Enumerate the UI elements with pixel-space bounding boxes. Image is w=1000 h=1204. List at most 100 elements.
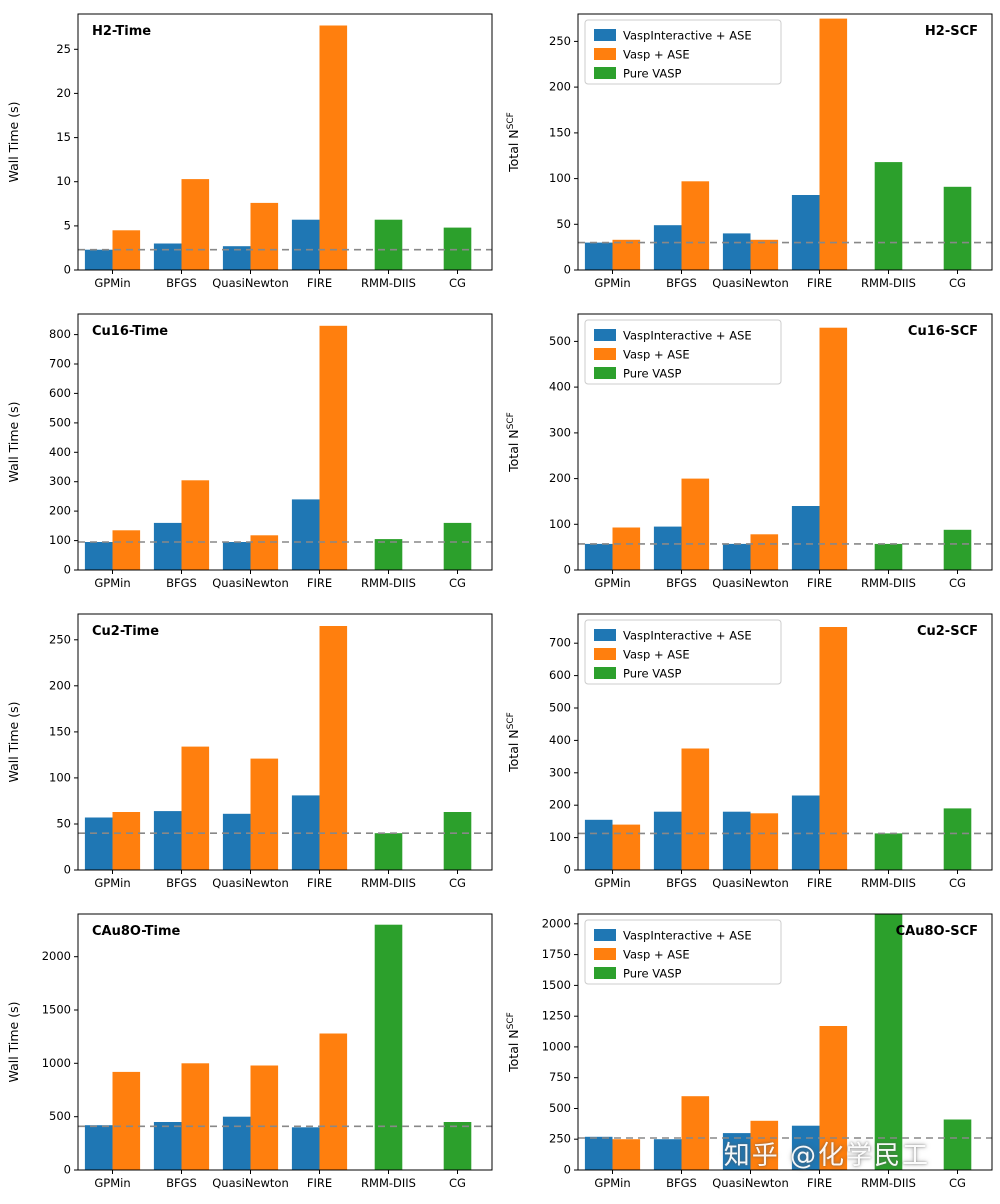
axes-frame (577, 613, 993, 871)
y-tick-label: 10 (56, 174, 71, 188)
legend-box (584, 619, 782, 685)
bar-FIRE-s0 (791, 1125, 820, 1170)
bar-BFGS-s0 (153, 243, 182, 270)
legend-label: VaspInteractive + ASE (623, 29, 752, 43)
x-tick-label: BFGS (166, 576, 197, 590)
x-tick-label: FIRE (807, 576, 832, 590)
y-tick-label: 700 (49, 357, 71, 371)
x-tick-label: GPMin (94, 276, 130, 290)
x-tick-label: FIRE (807, 276, 832, 290)
y-tick-label: 250 (549, 34, 571, 48)
y-tick-label: 750 (549, 1070, 571, 1084)
y-tick-label: 0 (564, 863, 571, 877)
chart-svg: 0 100 200 300 400 500 600 700 800 GPMin BFGS QuasiN… (6, 313, 493, 590)
legend-label: VaspInteractive + ASE (623, 929, 752, 943)
legend-label: Vasp + ASE (623, 648, 690, 662)
bar-GPMin-s1 (612, 527, 641, 570)
x-tick-label: CG (949, 1176, 966, 1190)
chart-svg: 0 100 200 300 400 500 GPMin BFGS QuasiNewton FIRE… (506, 313, 993, 590)
x-tick-label: BFGS (166, 1176, 197, 1190)
legend-swatch (594, 48, 616, 60)
chart-cell-Cu16-Time: 0 100 200 300 400 500 600 700 800 GPMin BFGS QuasiN… (0, 300, 500, 600)
bar-GPMin-s0 (84, 1125, 113, 1170)
y-tick-label: 300 (49, 474, 71, 488)
axes-frame (77, 13, 493, 271)
legend-swatch (594, 67, 616, 79)
legend-label: Vasp + ASE (623, 348, 690, 362)
y-tick-label: 200 (49, 504, 71, 518)
y-tick-label: 250 (49, 632, 71, 646)
bar-FIRE-s1 (319, 1033, 348, 1170)
y-tick-label: 400 (49, 445, 71, 459)
legend-box (584, 19, 782, 85)
x-tick-label: RMM-DIIS (861, 876, 916, 890)
x-tick-label: FIRE (307, 1176, 332, 1190)
y-tick-label: 1500 (42, 1003, 71, 1017)
y-tick-label: 600 (49, 386, 71, 400)
bar-GPMin-s0 (584, 543, 613, 570)
chart-svg: 0 50 100 150 200 250 GPMin BFGS QuasiNewton FIRE R… (506, 13, 993, 290)
axes-frame (577, 13, 993, 271)
x-tick-label: FIRE (307, 276, 332, 290)
bar-QuasiNewton-s0 (722, 543, 751, 570)
legend-box (584, 919, 782, 985)
bar-FIRE-s1 (819, 627, 848, 870)
bar-FIRE-s1 (319, 25, 348, 270)
x-tick-label: CG (449, 276, 466, 290)
bar-QuasiNewton-s0 (222, 1116, 251, 1170)
y-tick-label: 700 (549, 636, 571, 650)
x-tick-label: QuasiNewton (212, 876, 289, 890)
bar-FIRE-s0 (791, 506, 820, 570)
x-tick-label: CG (449, 1176, 466, 1190)
bar-BFGS-s0 (653, 526, 682, 570)
y-tick-label: 300 (549, 425, 571, 439)
bar-RMM-DIIS-s2 (874, 162, 903, 270)
x-tick-label: FIRE (807, 1176, 832, 1190)
chart-cell-Cu2-SCF: 0 100 200 300 400 500 600 700 GPMin BFGS QuasiNewt… (500, 600, 1000, 900)
bar-QuasiNewton-s1 (750, 534, 779, 570)
y-tick-label: 15 (56, 130, 71, 144)
legend-swatch (594, 29, 616, 41)
x-tick-label: FIRE (807, 876, 832, 890)
chart-title: Cu2-Time (92, 624, 159, 639)
x-tick-label: GPMin (94, 876, 130, 890)
bar-FIRE-s1 (319, 325, 348, 570)
y-tick-label: 2000 (542, 916, 571, 930)
bar-BFGS-s0 (653, 811, 682, 870)
y-tick-label: 200 (549, 80, 571, 94)
y-tick-label: 150 (49, 724, 71, 738)
chart-title: Cu2-SCF (917, 624, 978, 639)
chart-svg: 0 100 200 300 400 500 600 700 GPMin BFGS QuasiNewt… (506, 613, 993, 890)
chart-cell-H2-Time: 0 5 10 15 20 25 GPMin BFGS QuasiNewton FIRE RMM-DI… (0, 0, 500, 300)
y-tick-label: 1000 (42, 1056, 71, 1070)
y-tick-label: 1000 (542, 1039, 571, 1053)
bar-GPMin-s1 (112, 1071, 141, 1170)
chart-title: CAu8O-Time (92, 924, 181, 939)
axes-frame (77, 913, 493, 1171)
bar-CG-s2 (443, 812, 472, 870)
y-tick-label: 20 (56, 86, 71, 100)
bar-CG-s2 (443, 1122, 472, 1170)
y-tick-label: 250 (549, 1132, 571, 1146)
legend-swatch (594, 348, 616, 360)
x-tick-label: BFGS (666, 876, 697, 890)
legend-swatch (594, 367, 616, 379)
x-tick-label: GPMin (594, 276, 630, 290)
y-axis-label: Total NSCF (506, 712, 521, 773)
chart-title: H2-SCF (925, 24, 978, 39)
y-tick-label: 1500 (542, 978, 571, 992)
chart-svg: 0 50 100 150 200 250 GPMin BFGS QuasiNewton FIRE R… (6, 613, 493, 890)
y-axis-label: Wall Time (s) (6, 102, 21, 183)
bar-FIRE-s1 (319, 626, 348, 870)
y-tick-label: 0 (64, 563, 71, 577)
bar-QuasiNewton-s1 (750, 813, 779, 870)
bar-FIRE-s0 (291, 219, 320, 270)
legend-label: Pure VASP (623, 67, 682, 81)
x-tick-label: GPMin (94, 576, 130, 590)
y-tick-label: 100 (549, 517, 571, 531)
y-tick-label: 400 (549, 733, 571, 747)
legend-swatch (594, 967, 616, 979)
bar-FIRE-s1 (819, 327, 848, 570)
bar-QuasiNewton-s0 (722, 233, 751, 270)
bar-CG-s2 (443, 227, 472, 270)
